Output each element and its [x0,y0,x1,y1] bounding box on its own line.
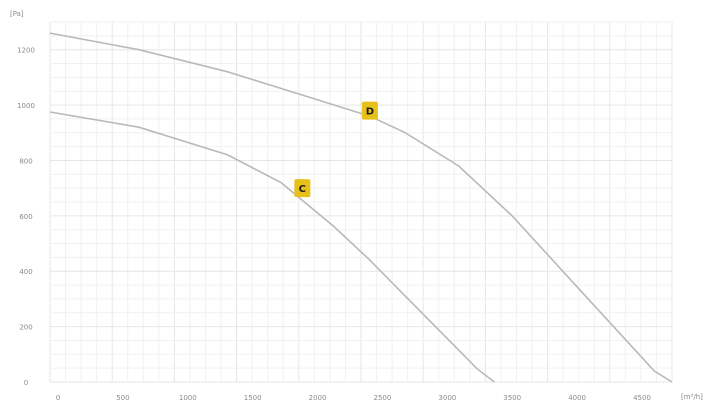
y-axis-label: [Pa] [10,10,24,18]
x-tick-label: 500 [116,394,129,402]
x-axis-label: [m³/h] [681,393,703,401]
y-tick-label: 200 [19,324,32,332]
x-tick-label: 2500 [374,394,392,402]
y-axis-ticks: 0 200 400 600 800 1000 1200 [17,47,35,387]
x-tick-label: 1500 [244,394,262,402]
annotation-label-d: D [366,107,374,118]
y-tick-label: 1200 [17,47,35,55]
series-line-c [49,111,495,383]
x-tick-label: 4000 [568,394,586,402]
y-tick-label: 800 [19,157,32,165]
annotation-marker-d [361,101,378,120]
y-tick-label: 1000 [17,102,35,110]
annotation-group: DC [294,101,378,198]
x-tick-label: 2000 [309,394,327,402]
y-tick-label: 0 [24,379,28,387]
x-tick-label: 0 [56,394,60,402]
x-tick-label: 3500 [503,394,521,402]
x-tick-label: 4500 [633,394,651,402]
y-tick-label: 400 [19,268,32,276]
annotation-marker-c [294,179,311,198]
x-axis-ticks: 0 500 1000 1500 2000 2500 3000 3500 4000 4500 [56,394,651,402]
grid [49,21,673,383]
series-group [49,32,673,383]
x-tick-label: 3000 [438,394,456,402]
x-tick-label: 1000 [179,394,197,402]
annotation-label-c: C [299,184,306,195]
series-line-d [49,32,673,383]
y-tick-label: 600 [19,213,32,221]
